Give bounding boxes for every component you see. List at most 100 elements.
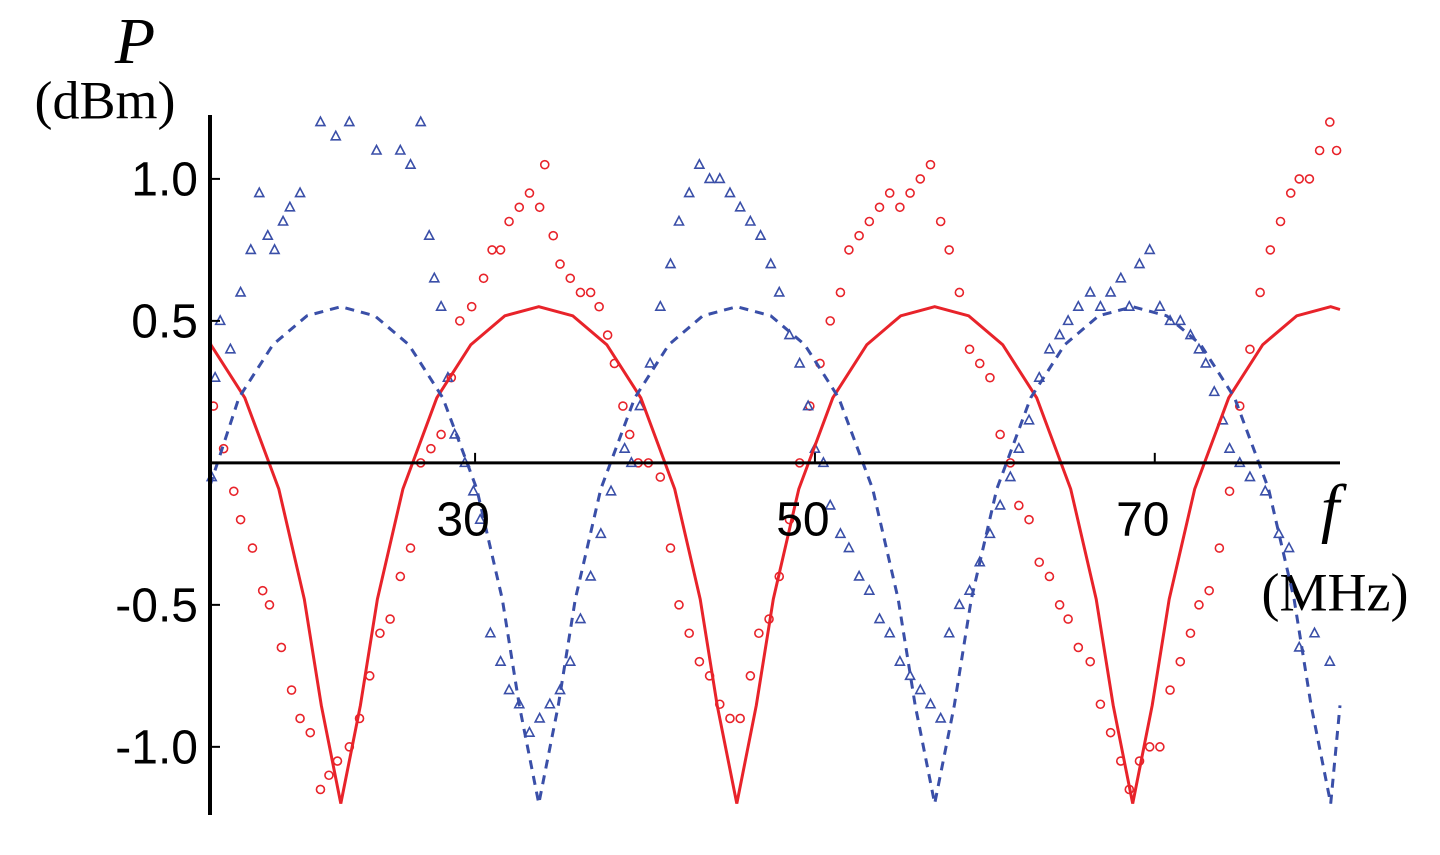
data-point xyxy=(594,301,604,312)
data-point xyxy=(1154,299,1166,311)
data-point xyxy=(218,443,229,454)
data-point xyxy=(1033,370,1046,382)
data-point xyxy=(539,159,550,170)
data-point xyxy=(1105,727,1116,738)
data-point xyxy=(964,344,975,355)
data-point xyxy=(484,626,497,638)
data-point xyxy=(1054,600,1065,610)
data-point xyxy=(1199,356,1212,368)
data-point xyxy=(495,245,506,255)
y-tick-label: -0.5 xyxy=(115,580,198,633)
data-point xyxy=(395,571,406,582)
data-point xyxy=(825,316,836,326)
data-point xyxy=(844,245,854,255)
data-point xyxy=(1094,299,1107,311)
data-point xyxy=(703,172,716,184)
data-point xyxy=(370,143,383,155)
data-point xyxy=(235,514,246,525)
data-point xyxy=(1072,299,1085,311)
data-point xyxy=(1155,742,1165,752)
data-point xyxy=(261,228,274,240)
data-point xyxy=(994,498,1006,510)
data-point xyxy=(1104,285,1117,297)
data-point xyxy=(1185,628,1196,639)
data-point xyxy=(673,214,685,226)
data-point xyxy=(244,243,257,255)
data-point xyxy=(724,186,736,198)
data-point xyxy=(1114,271,1127,283)
data-point xyxy=(864,216,875,227)
data-point xyxy=(436,429,446,440)
data-point xyxy=(276,642,287,653)
data-point xyxy=(523,725,536,737)
data-point xyxy=(428,271,441,283)
y-axis-unit: (dBm) xyxy=(35,70,176,130)
data-point xyxy=(665,543,676,553)
data-point xyxy=(1164,314,1176,326)
data-point xyxy=(934,711,947,723)
data-point xyxy=(793,356,806,368)
data-point xyxy=(974,358,985,369)
data-point xyxy=(435,299,447,311)
data-point xyxy=(824,498,837,510)
data-point xyxy=(1014,500,1024,511)
data-point xyxy=(644,356,656,368)
data-point xyxy=(414,115,427,127)
data-point xyxy=(268,243,281,255)
data-point xyxy=(503,683,515,695)
x-tick-label: 50 xyxy=(776,494,829,547)
data-point xyxy=(744,214,757,226)
data-point xyxy=(209,370,221,382)
data-point xyxy=(1044,571,1055,582)
data-point xyxy=(1184,328,1197,340)
data-point xyxy=(905,188,915,198)
data-point xyxy=(1193,342,1205,354)
data-point xyxy=(894,654,906,666)
data-point xyxy=(332,756,343,766)
data-point xyxy=(1245,344,1255,355)
data-point xyxy=(1304,174,1315,184)
data-point xyxy=(555,259,565,269)
data-point xyxy=(1143,243,1156,255)
data-point xyxy=(873,612,886,624)
y-tick-label: 0.5 xyxy=(131,296,198,349)
data-point xyxy=(754,628,764,639)
data-point xyxy=(602,330,613,340)
data-point xyxy=(1283,541,1295,553)
data-point xyxy=(884,188,895,198)
data-point xyxy=(253,186,266,198)
data-point xyxy=(264,600,275,610)
data-point xyxy=(734,200,746,212)
data-point xyxy=(257,585,268,596)
data-point xyxy=(713,172,726,184)
data-point xyxy=(655,472,666,482)
data-point xyxy=(534,202,545,213)
data-point xyxy=(1273,527,1285,539)
data-point xyxy=(1073,642,1084,653)
data-point xyxy=(1204,585,1214,596)
data-point xyxy=(565,273,576,284)
data-point xyxy=(1265,245,1276,255)
x-tick-label: 70 xyxy=(1116,494,1169,547)
data-point xyxy=(305,727,316,738)
data-point xyxy=(1255,287,1265,298)
data-point xyxy=(943,626,956,638)
data-point xyxy=(1314,145,1325,156)
data-point xyxy=(1085,656,1096,667)
data-point xyxy=(1174,314,1187,326)
data-point xyxy=(985,372,995,383)
data-point xyxy=(1194,600,1204,610)
data-point xyxy=(684,628,694,639)
data-point xyxy=(487,245,497,255)
data-point xyxy=(618,401,628,411)
data-point xyxy=(247,543,258,553)
data-point xyxy=(853,569,865,581)
data-point xyxy=(466,301,477,312)
data-point xyxy=(504,216,514,227)
data-point xyxy=(1308,626,1321,638)
data-point xyxy=(764,257,777,269)
data-point xyxy=(513,697,526,709)
data-point xyxy=(224,342,237,354)
data-point xyxy=(1095,699,1106,710)
data-point xyxy=(1062,314,1074,326)
